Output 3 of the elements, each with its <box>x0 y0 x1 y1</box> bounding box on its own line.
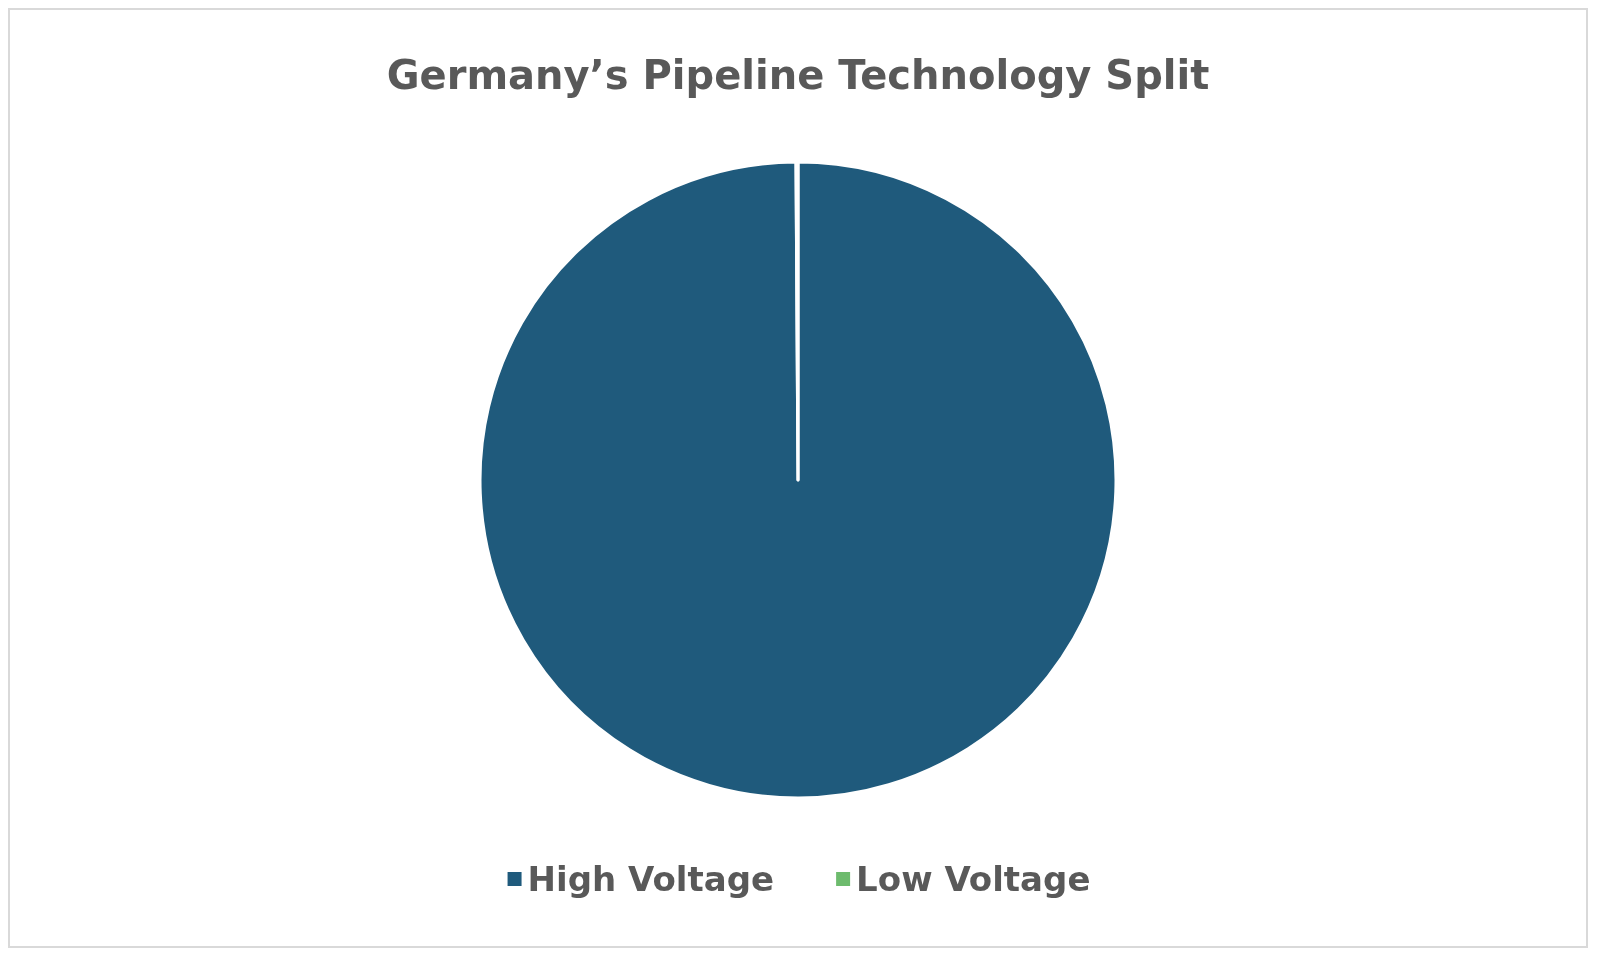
chart-title: Germany’s Pipeline Technology Split <box>386 52 1210 98</box>
legend-label: Low Voltage <box>856 859 1091 899</box>
legend-label: High Voltage <box>527 859 775 899</box>
